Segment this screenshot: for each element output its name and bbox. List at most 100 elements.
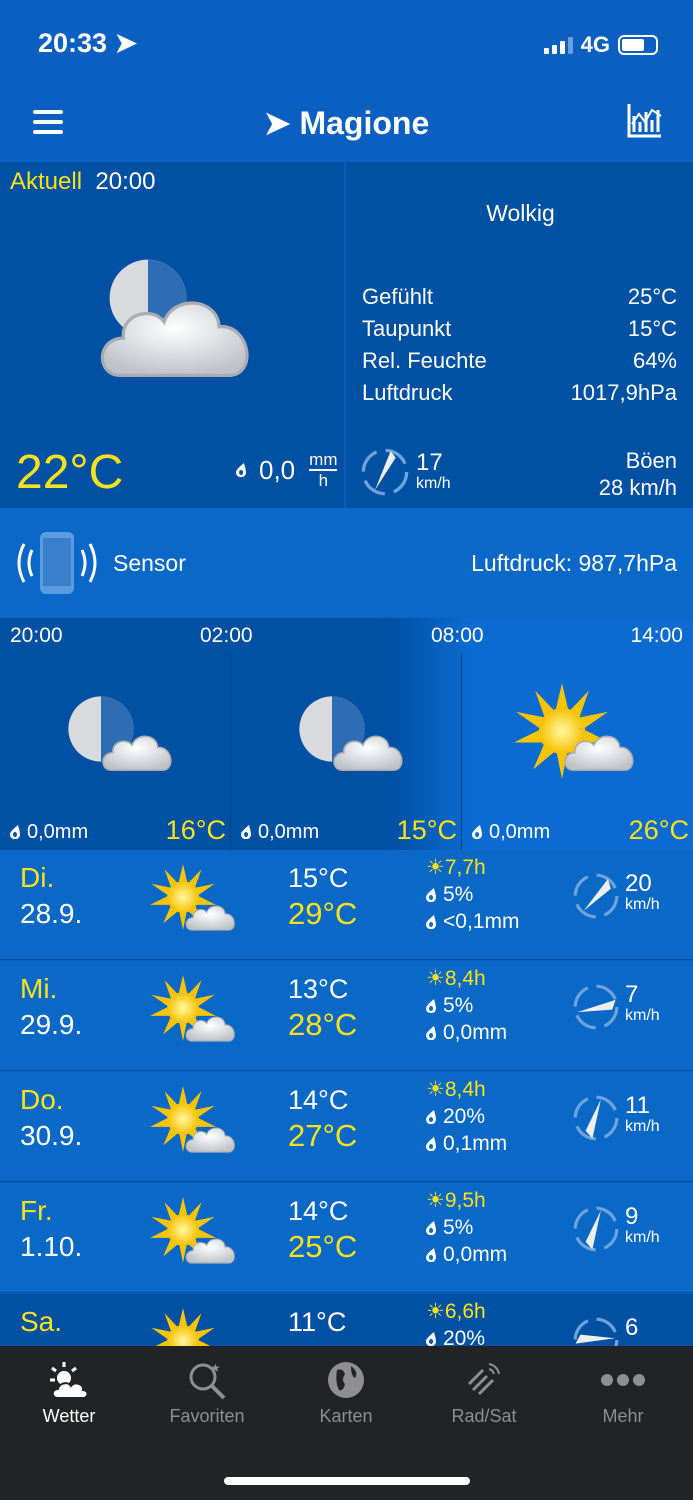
raindrop-icon: [426, 888, 437, 902]
hour-column: 0,0mm 26°C: [462, 653, 693, 850]
sun-icon: ☀: [426, 1078, 445, 1101]
day-date: 29.9.: [20, 1009, 83, 1040]
hour-time: 14:00: [630, 624, 683, 647]
hour-time: 20:00: [10, 624, 63, 647]
location-arrow-icon: ➤: [263, 105, 291, 141]
clock: 20:33 ➤: [38, 28, 137, 59]
chart-icon[interactable]: [627, 102, 663, 138]
tab-wetter[interactable]: Wetter: [0, 1360, 138, 1427]
day-row[interactable]: Di. 28.9. 15°C 29°C ☀7,7h 5% <0,1mm 20 km/h: [0, 850, 693, 960]
stat-row: Gefühlt 25°C: [362, 284, 677, 316]
wind-speed: 20: [625, 870, 652, 897]
network-type: 4G: [580, 32, 610, 57]
rain-unit: mm: [309, 450, 338, 471]
wind-direction-icon: [572, 983, 620, 1031]
rain-probability: 5%: [443, 883, 474, 906]
tab-label: Favoriten: [169, 1406, 245, 1426]
current-rain: 0,0 mm h: [236, 450, 338, 490]
raindrop-icon: [472, 825, 483, 839]
wind-direction-icon: [572, 1094, 620, 1142]
tab-favoriten[interactable]: ★ Favoriten: [138, 1360, 276, 1427]
time-text: 20:33: [38, 28, 108, 58]
tab-karten[interactable]: Karten: [277, 1360, 415, 1427]
day-min-temp: 14°C: [288, 1085, 349, 1115]
wind-direction-icon: [572, 1205, 620, 1253]
home-indicator[interactable]: [224, 1477, 470, 1485]
satellite-icon: [467, 1363, 500, 1396]
day-row[interactable]: Fr. 1.10. 14°C 25°C ☀9,5h 5% 0,0mm 9 km/h: [0, 1183, 693, 1293]
wind-speed: 6: [625, 1314, 639, 1341]
wind-unit: km/h: [625, 1229, 660, 1246]
rain-amount: 0,1mm: [443, 1132, 508, 1155]
day-min-temp: 15°C: [288, 863, 349, 893]
rain-probability: 5%: [443, 1216, 474, 1239]
hourly-forecast[interactable]: 20:00 02:00 08:00 14:00 0,0mm 16°C 0,0mm…: [0, 618, 693, 850]
cloud-icon: [331, 725, 407, 773]
gusts: Böen 28 km/h: [599, 447, 677, 501]
current-stats: Gefühlt 25°C Taupunkt 15°C Rel. Feuchte 64%…: [362, 284, 677, 412]
condition-text: Wolkig: [486, 200, 555, 226]
stat-row: Taupunkt 15°C: [362, 316, 677, 348]
location-title[interactable]: ➤ Magione: [0, 104, 693, 142]
day-min-temp: 11°C: [288, 1307, 347, 1337]
wind-direction-icon: [572, 1316, 620, 1364]
tab-radsat[interactable]: Rad/Sat: [415, 1360, 553, 1427]
stat-value: 15°C: [627, 316, 677, 341]
signal-icon: [543, 36, 573, 54]
stat-label: Taupunkt: [362, 316, 452, 341]
raindrop-icon: [236, 463, 247, 477]
tab-mehr[interactable]: Mehr: [554, 1360, 692, 1427]
app-header: ➤ Magione: [0, 90, 693, 162]
tab-label: Wetter: [42, 1406, 96, 1426]
day-max-temp: 27°C: [288, 1118, 358, 1153]
more-icon: [601, 1374, 645, 1386]
rain-value: 0,0: [259, 454, 296, 485]
rain-amount: 0,0mm: [443, 1243, 508, 1266]
sunshine-hours: 9,5h: [444, 1189, 486, 1212]
hour-rain: 0,0mm: [258, 821, 320, 843]
tab-label: Karten: [319, 1406, 373, 1426]
tab-label: Rad/Sat: [451, 1406, 517, 1426]
day-name: Do.: [20, 1084, 64, 1115]
raindrop-icon: [426, 1248, 437, 1262]
location-arrow-icon: ➤: [114, 28, 138, 58]
day-min-temp: 14°C: [288, 1196, 349, 1226]
sun-icon: ☀: [426, 856, 445, 879]
stat-label: Rel. Feuchte: [362, 348, 487, 373]
raindrop-icon: [10, 825, 21, 839]
network-status: 4G: [543, 32, 658, 58]
stat-value: 64%: [632, 348, 677, 373]
cloud-icon: [562, 725, 638, 773]
hour-column: 0,0mm 15°C: [231, 653, 462, 850]
day-row[interactable]: Mi. 29.9. 13°C 28°C ☀8,4h 5% 0,0mm 7 km/h: [0, 961, 693, 1071]
sunshine-hours: 8,4h: [444, 1078, 486, 1101]
status-bar: 20:33 ➤ 4G: [0, 0, 693, 90]
current-time: 20:00: [95, 168, 156, 195]
wind-speed: 7: [625, 981, 639, 1008]
current-label: Aktuell: [10, 168, 83, 195]
raindrop-icon: [426, 915, 437, 929]
stat-label: Gefühlt: [362, 284, 433, 309]
hour-column: 0,0mm 16°C: [0, 653, 231, 850]
raindrop-icon: [241, 825, 252, 839]
day-row[interactable]: Do. 30.9. 14°C 27°C ☀8,4h 20% 0,1mm 11 km/h: [0, 1072, 693, 1182]
weather-icon: [50, 1362, 89, 1399]
gust-label: Böen: [625, 448, 677, 473]
wind-unit: km/h: [625, 896, 660, 913]
hamburger-icon[interactable]: [33, 110, 63, 140]
rain-unit-time: h: [318, 471, 329, 490]
sensor-row[interactable]: Sensor Luftdruck: 987,7hPa: [0, 508, 693, 618]
hour-rain: 0,0mm: [27, 821, 89, 843]
sun-icon: ☀: [426, 1300, 445, 1323]
gust-value: 28 km/h: [598, 475, 677, 500]
day-max-temp: 28°C: [288, 1007, 358, 1042]
day-date: 28.9.: [20, 898, 83, 929]
battery-icon: [618, 35, 658, 55]
wind-unit: km/h: [416, 475, 451, 492]
globe-icon: [328, 1362, 364, 1398]
sunshine-hours: 6,6h: [444, 1300, 486, 1323]
sun-cloud-icon: [150, 1086, 240, 1158]
hour-time: 02:00: [200, 624, 253, 647]
cloud-icon: [100, 725, 176, 773]
wind-speed: 9: [625, 1203, 639, 1230]
